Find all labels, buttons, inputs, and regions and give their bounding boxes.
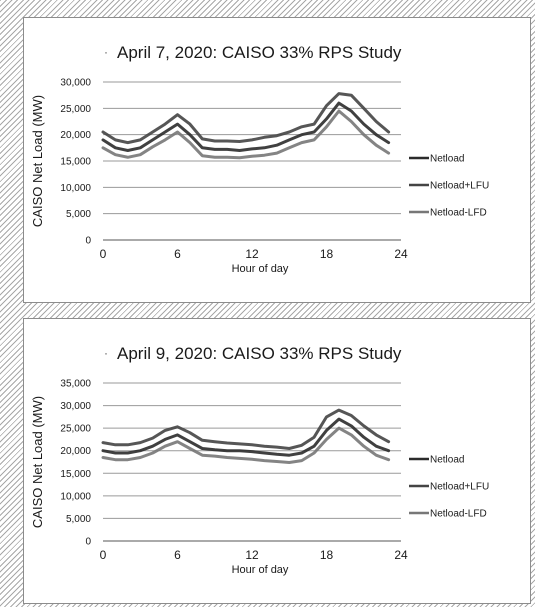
x-axis-label: Hour of day [232, 263, 289, 275]
legend-label: Netload [430, 154, 464, 165]
y-tick-label: 10,000 [60, 183, 91, 194]
legend-label: Netload [430, 455, 464, 466]
x-axis-label: Hour of day [232, 564, 289, 576]
chart-april-9: · April 9, 2020: CAISO 33% RPS Study 0 5,00… [30, 344, 489, 576]
y-tick-label: 20,000 [60, 130, 91, 141]
legend-label: Netload-LFD [430, 509, 487, 520]
x-tick-label: 6 [174, 247, 181, 261]
y-tick-label: 10,000 [60, 491, 91, 502]
legend-label: Netload+LFU [430, 482, 489, 493]
x-tick-label: 12 [245, 548, 259, 562]
chart-panel-april-7: · April 7, 2020: CAISO 33% RPS Study 0 5,00… [23, 17, 531, 303]
x-tick-label: 18 [320, 548, 334, 562]
series-line-1 [101, 92, 391, 145]
chart-title: April 7, 2020: CAISO 33% RPS Study [117, 43, 402, 62]
y-tick-label: 5,000 [66, 514, 91, 525]
series-line-2 [101, 426, 391, 464]
y-tick-label: 5,000 [66, 209, 91, 220]
y-tick-label: 25,000 [60, 424, 91, 435]
y-tick-label: 20,000 [60, 446, 91, 457]
series-line-1 [101, 408, 391, 450]
y-tick-label: 15,000 [60, 469, 91, 480]
x-tick-label: 24 [394, 247, 408, 261]
y-tick-label: 0 [85, 236, 91, 247]
x-tick-label: 12 [245, 247, 259, 261]
y-tick-label: 30,000 [60, 78, 91, 89]
chart-april-7: · April 7, 2020: CAISO 33% RPS Study 0 5,00… [30, 43, 489, 275]
y-tick-label: 25,000 [60, 104, 91, 115]
legend-label: Netload+LFU [430, 181, 489, 192]
x-tick-label: 0 [100, 247, 107, 261]
chart-panel-april-9: · April 9, 2020: CAISO 33% RPS Study 0 5,00… [23, 318, 531, 604]
legend-label: Netload-LFD [430, 208, 487, 219]
chart-title: April 9, 2020: CAISO 33% RPS Study [117, 344, 402, 363]
x-tick-label: 6 [174, 548, 181, 562]
series-line-0 [101, 101, 391, 152]
y-axis-label: CAISO Net Load (MW) [30, 396, 45, 528]
series-line-2 [101, 109, 391, 160]
x-tick-label: 24 [394, 548, 408, 562]
series-line-0 [101, 417, 391, 457]
title-bullet: · [104, 45, 108, 59]
y-tick-label: 35,000 [60, 379, 91, 390]
y-axis-label: CAISO Net Load (MW) [30, 95, 45, 227]
y-tick-label: 0 [85, 537, 91, 548]
x-tick-label: 0 [100, 548, 107, 562]
title-bullet: · [104, 346, 108, 360]
y-tick-label: 30,000 [60, 401, 91, 412]
x-tick-label: 18 [320, 247, 334, 261]
y-tick-label: 15,000 [60, 157, 91, 168]
